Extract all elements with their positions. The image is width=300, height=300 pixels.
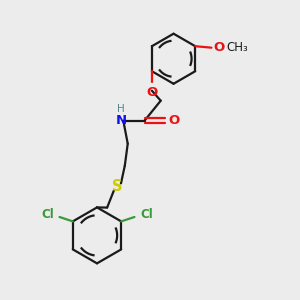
Text: H: H (117, 104, 125, 114)
Text: O: O (213, 41, 224, 54)
Text: N: N (116, 114, 127, 127)
Text: O: O (168, 114, 179, 127)
Text: S: S (112, 179, 123, 194)
Text: CH₃: CH₃ (227, 41, 248, 54)
Text: Cl: Cl (140, 208, 153, 220)
Text: O: O (146, 86, 158, 99)
Text: Cl: Cl (41, 208, 54, 220)
